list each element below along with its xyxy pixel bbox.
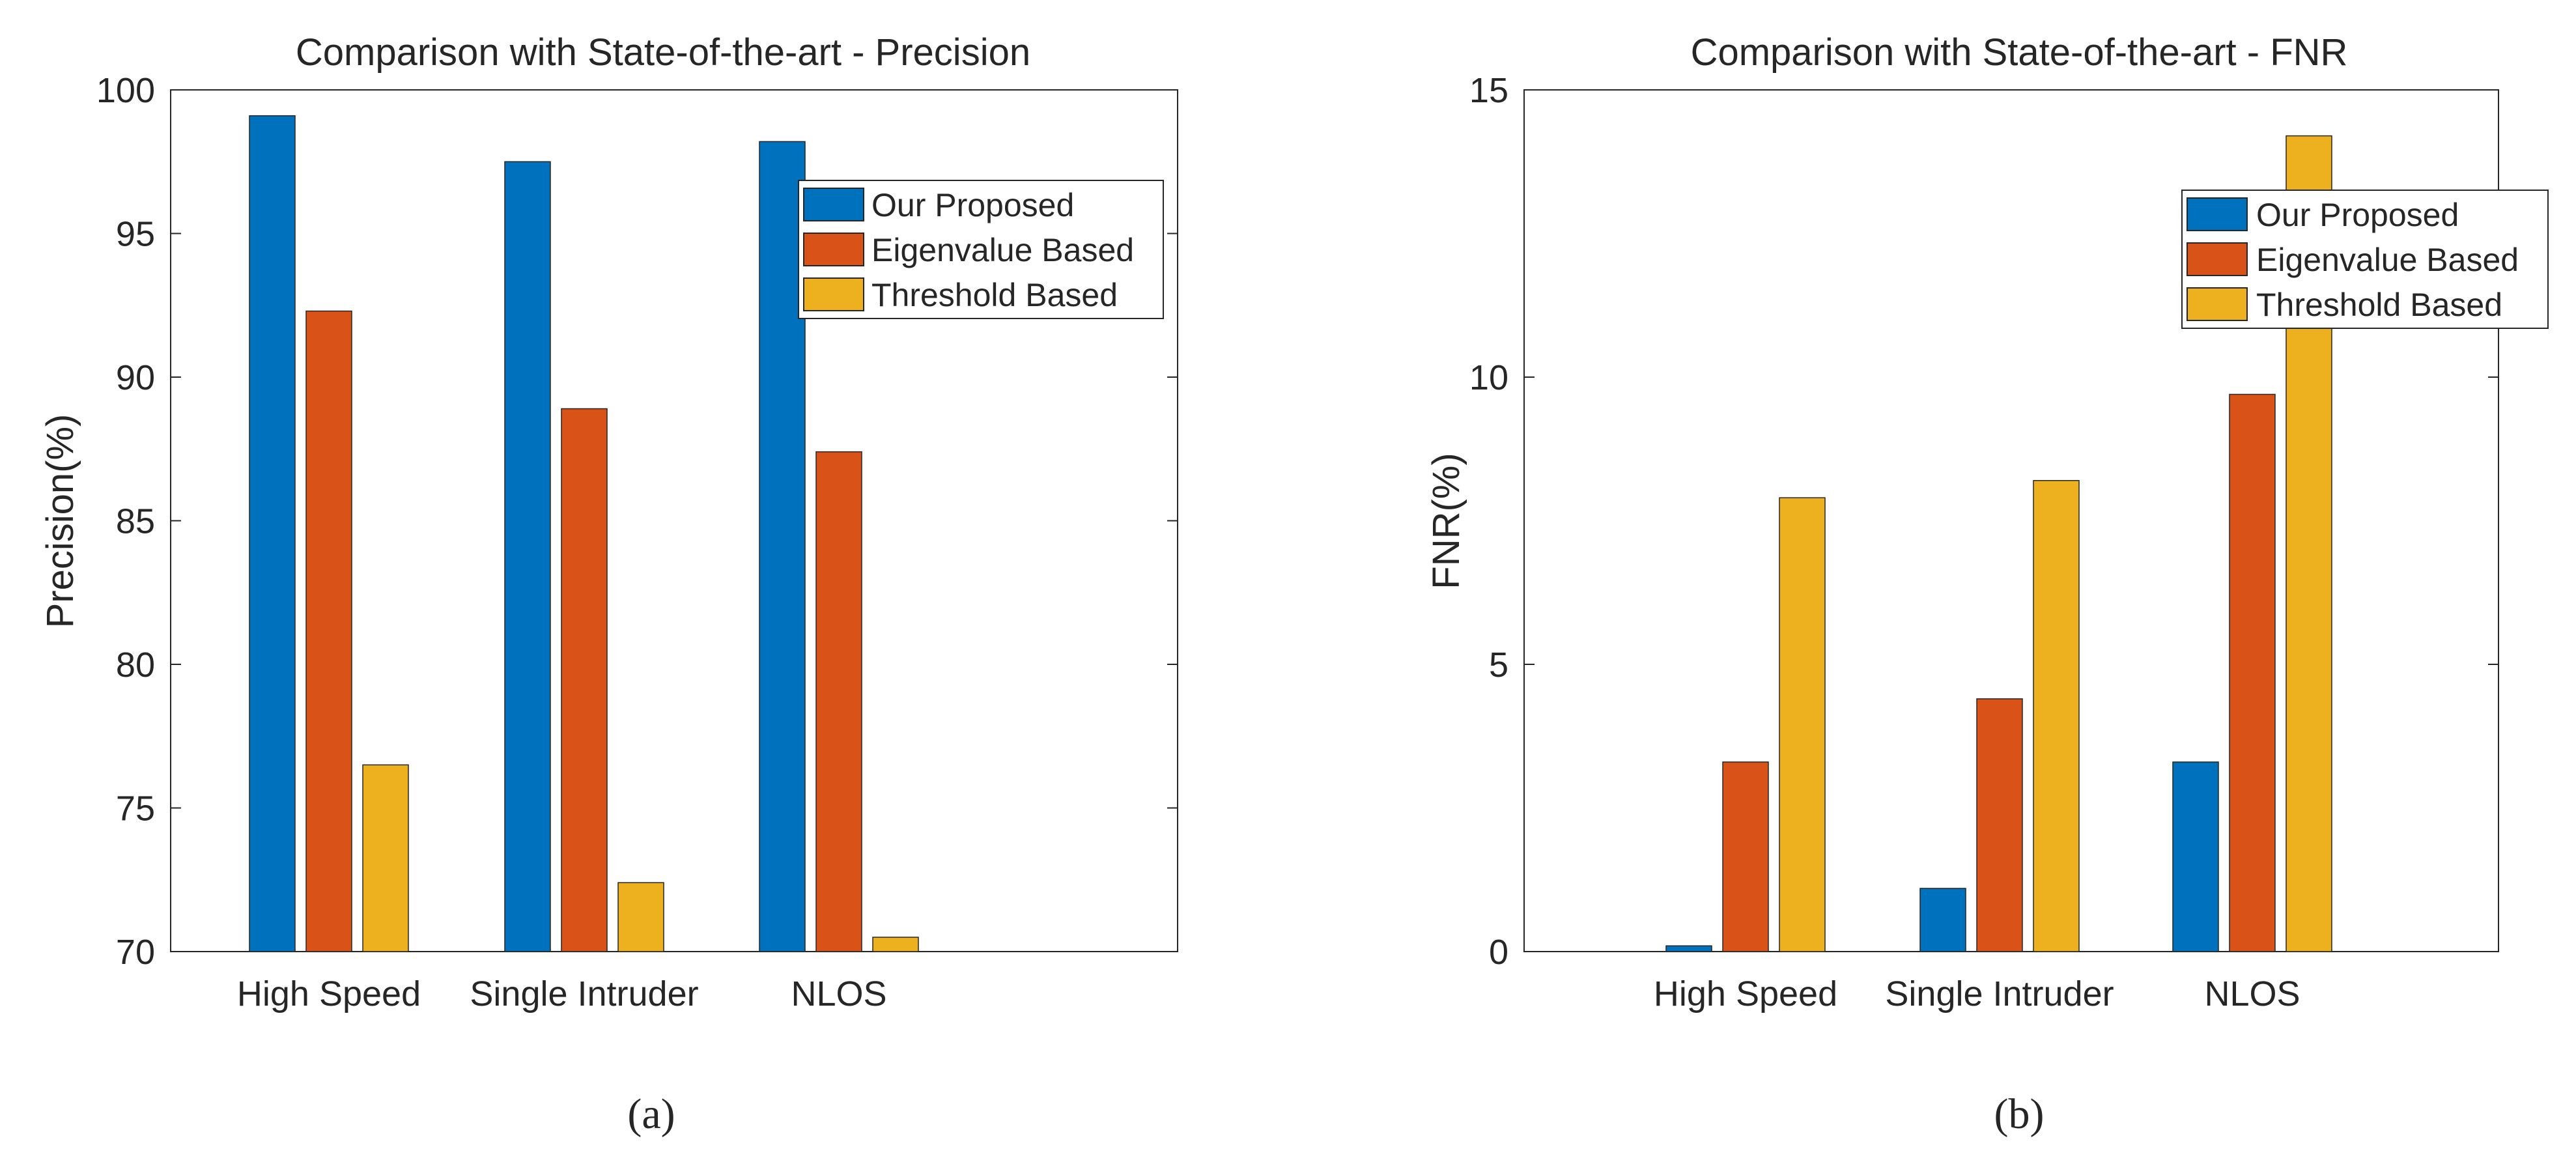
y-axis-label: Precision(%) — [39, 414, 81, 629]
bar-high-speed-eigenvalue-based — [305, 310, 352, 952]
x-axis-tick-labels: High Speed Single Intruder NLOS — [237, 974, 887, 1013]
x-tick-label-single-intruder: Single Intruder — [1885, 974, 2114, 1013]
y-tick-label: 5 — [1489, 645, 1508, 685]
bar-single-intruder-our-proposed — [504, 161, 551, 952]
bar-nlos-our-proposed — [2172, 761, 2219, 952]
legend-label-our-proposed: Our Proposed — [871, 187, 1074, 223]
bar-nlos-threshold-based — [872, 937, 919, 952]
chart-panel-a: Comparison with State-of-the-art - Preci… — [39, 31, 1178, 1138]
bar-single-intruder-eigenvalue-based — [561, 408, 608, 952]
y-tick-label: 80 — [116, 645, 155, 685]
legend-label-eigenvalue-based: Eigenvalue Based — [871, 232, 1134, 268]
x-tick-label-nlos: NLOS — [791, 974, 886, 1013]
bar-high-speed-our-proposed — [1665, 945, 1712, 952]
legend-swatch-threshold-based — [803, 277, 864, 311]
bar-high-speed-threshold-based — [1779, 497, 1826, 952]
y-tick-label: 0 — [1489, 933, 1508, 972]
x-tick-label-nlos: NLOS — [2204, 974, 2300, 1013]
bar-nlos-eigenvalue-based — [815, 451, 862, 952]
bar-single-intruder-eigenvalue-based — [1976, 698, 2023, 952]
bar-nlos-eigenvalue-based — [2229, 393, 2276, 952]
subfigure-label-a: (a) — [627, 1090, 675, 1138]
bar-high-speed-eigenvalue-based — [1722, 761, 1769, 952]
x-tick-label-single-intruder: Single Intruder — [470, 974, 698, 1013]
chart-title: Comparison with State-of-the-art - FNR — [1691, 31, 2348, 74]
legend-swatch-eigenvalue-based — [803, 233, 864, 266]
y-tick-label: 10 — [1469, 358, 1508, 397]
x-tick-label-high-speed: High Speed — [237, 974, 421, 1013]
legend-swatch-our-proposed — [2187, 197, 2248, 231]
legend-swatch-our-proposed — [803, 188, 864, 221]
x-axis-tick-labels: High Speed Single Intruder NLOS — [1654, 974, 2300, 1013]
legend-label-threshold-based: Threshold Based — [2256, 287, 2502, 323]
chart-title: Comparison with State-of-the-art - Preci… — [296, 31, 1030, 74]
y-tick-label: 95 — [116, 215, 155, 254]
y-tick-label: 70 — [116, 933, 155, 972]
bar-single-intruder-threshold-based — [2033, 480, 2080, 952]
bar-nlos-our-proposed — [759, 141, 806, 952]
y-tick-label: 100 — [96, 71, 155, 110]
subfigure-label-b: (b) — [1994, 1090, 2045, 1138]
y-tick-label: 15 — [1469, 71, 1508, 110]
chart-panel-b: Comparison with State-of-the-art - FNR 0… — [1425, 31, 2549, 1138]
y-axis-label: FNR(%) — [1425, 453, 1467, 589]
bars — [249, 115, 919, 952]
y-tick-label: 75 — [116, 789, 155, 828]
bar-single-intruder-threshold-based — [617, 882, 664, 952]
bar-single-intruder-our-proposed — [1919, 888, 1966, 952]
legend-label-threshold-based: Threshold Based — [871, 277, 1118, 313]
bar-high-speed-threshold-based — [362, 764, 409, 952]
y-tick-label: 90 — [116, 358, 155, 397]
y-axis-ticks: 0 5 10 15 — [1469, 71, 2498, 972]
bar-high-speed-our-proposed — [249, 115, 296, 952]
legend-swatch-eigenvalue-based — [2187, 242, 2248, 276]
x-tick-label-high-speed: High Speed — [1654, 974, 1837, 1013]
legend: Our Proposed Eigenvalue Based Threshold … — [2181, 190, 2549, 329]
legend-swatch-threshold-based — [2187, 287, 2248, 321]
y-tick-label: 85 — [116, 502, 155, 541]
legend-label-our-proposed: Our Proposed — [2256, 197, 2459, 233]
legend-label-eigenvalue-based: Eigenvalue Based — [2256, 242, 2519, 278]
legend: Our Proposed Eigenvalue Based Threshold … — [798, 180, 1164, 319]
y-axis-ticks: 70 75 80 85 90 95 100 — [96, 71, 1178, 972]
